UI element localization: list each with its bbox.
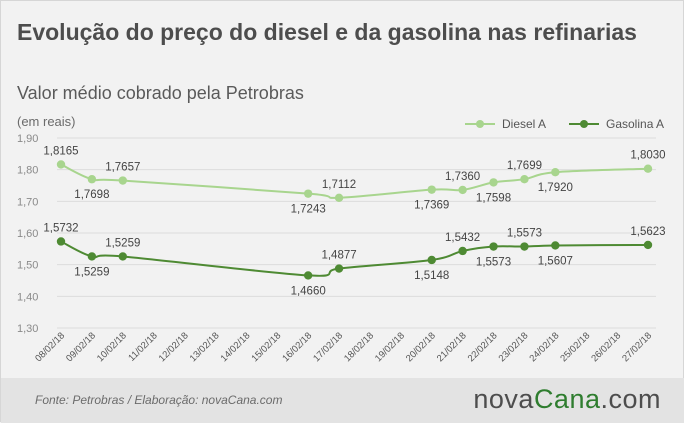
data-label: 1,5623: [630, 226, 665, 238]
x-tick-label: 20/02/18: [404, 330, 438, 364]
y-tick-label: 1,40: [17, 291, 38, 303]
data-label: 1,8165: [43, 145, 78, 157]
unit-label: (em reais): [17, 114, 76, 129]
x-tick-label: 23/02/18: [497, 330, 531, 364]
novacana-logo: novaCana.com: [473, 384, 661, 415]
legend-label: Diesel A: [502, 117, 546, 131]
data-point: [427, 255, 436, 265]
data-point: [643, 240, 653, 250]
x-tick-label: 11/02/18: [126, 330, 159, 363]
data-label: 1,5148: [414, 270, 449, 282]
data-label: 1,5607: [538, 255, 573, 267]
x-tick-label: 19/02/18: [373, 330, 407, 364]
x-tick-label: 22/02/18: [466, 330, 500, 364]
data-point: [87, 175, 97, 184]
x-tick-label: 16/02/18: [280, 330, 314, 364]
chart-subtitle: Valor médio cobrado pela Petrobras: [17, 83, 304, 103]
data-point: [334, 193, 344, 202]
data-point: [643, 164, 653, 173]
logo-text-nova: nova: [473, 384, 534, 414]
legend-swatch-marker: [476, 120, 484, 128]
data-label: 1,5432: [445, 232, 480, 244]
data-point: [56, 160, 66, 169]
data-label: 1,7112: [322, 179, 356, 191]
data-label: 1,7598: [476, 192, 511, 204]
y-tick-label: 1,30: [17, 323, 38, 335]
data-point: [334, 264, 344, 273]
data-label: 1,7699: [507, 160, 542, 172]
data-label: 1,7698: [74, 189, 109, 201]
data-point: [520, 174, 529, 184]
x-tick-label: 18/02/18: [342, 330, 376, 364]
x-tick-label: 13/02/18: [188, 330, 222, 364]
legend-swatch-marker: [580, 120, 588, 128]
x-tick-label: 27/02/18: [620, 330, 654, 364]
line-chart: 1,30 1,40 1,50 1,60 1,70 1,80 1,90 08/02/1809/0…: [17, 117, 666, 364]
chart-title: Evolução do preço do diesel e da gasolin…: [17, 19, 637, 45]
data-point: [427, 185, 436, 194]
data-label: 1,7369: [414, 200, 449, 212]
x-tick-label: 10/02/18: [95, 330, 129, 364]
data-point: [489, 242, 498, 251]
footer-bar: Fonte: Petrobras / Elaboração: novaCana.…: [1, 378, 684, 423]
x-tick-label: 17/02/18: [311, 330, 345, 364]
data-label: 1,7920: [538, 182, 573, 194]
data-label: 1,7243: [291, 204, 326, 216]
data-point: [458, 185, 467, 195]
data-point: [458, 246, 467, 256]
data-point: [551, 168, 560, 177]
data-point: [303, 189, 313, 198]
source-credit: Fonte: Petrobras / Elaboração: novaCana.…: [35, 393, 283, 407]
x-tick-label: 12/02/18: [157, 330, 191, 364]
data-label: 1,5259: [74, 266, 109, 278]
y-tick-label: 1,90: [17, 133, 38, 145]
data-label: 1,7657: [105, 162, 140, 174]
logo-text-com: .com: [600, 384, 661, 414]
data-label: 1,5573: [476, 257, 511, 269]
data-point: [520, 242, 529, 251]
logo-text-cana: Cana: [533, 384, 601, 414]
y-tick-label: 1,70: [17, 196, 38, 208]
y-tick-label: 1,60: [17, 228, 38, 240]
data-label: 1,4877: [321, 250, 356, 262]
x-tick-label: 09/02/18: [64, 330, 98, 364]
data-label: 1,4660: [291, 285, 326, 297]
x-tick-label: 15/02/18: [249, 330, 283, 364]
x-tick-label: 14/02/18: [219, 330, 253, 364]
x-tick-label: 26/02/18: [589, 330, 623, 364]
data-point: [118, 252, 127, 261]
legend-label: Gasolina A: [606, 117, 664, 131]
x-tick-label: 08/02/18: [33, 330, 67, 364]
data-label: 1,5732: [43, 222, 78, 234]
data-label: 1,5259: [105, 237, 140, 249]
data-point: [489, 178, 498, 187]
x-tick-label: 24/02/18: [528, 330, 562, 364]
y-tick-label: 1,80: [17, 165, 38, 177]
data-label: 1,8030: [630, 150, 665, 162]
data-label: 1,5573: [507, 228, 542, 240]
x-tick-label: 25/02/18: [558, 330, 592, 364]
data-point: [551, 241, 560, 250]
data-point: [303, 271, 313, 280]
data-label: 1,7360: [445, 171, 480, 183]
data-point: [56, 237, 66, 246]
data-point: [118, 176, 127, 185]
x-tick-label: 21/02/18: [435, 330, 469, 364]
data-point: [87, 252, 97, 261]
y-tick-label: 1,50: [17, 260, 38, 272]
